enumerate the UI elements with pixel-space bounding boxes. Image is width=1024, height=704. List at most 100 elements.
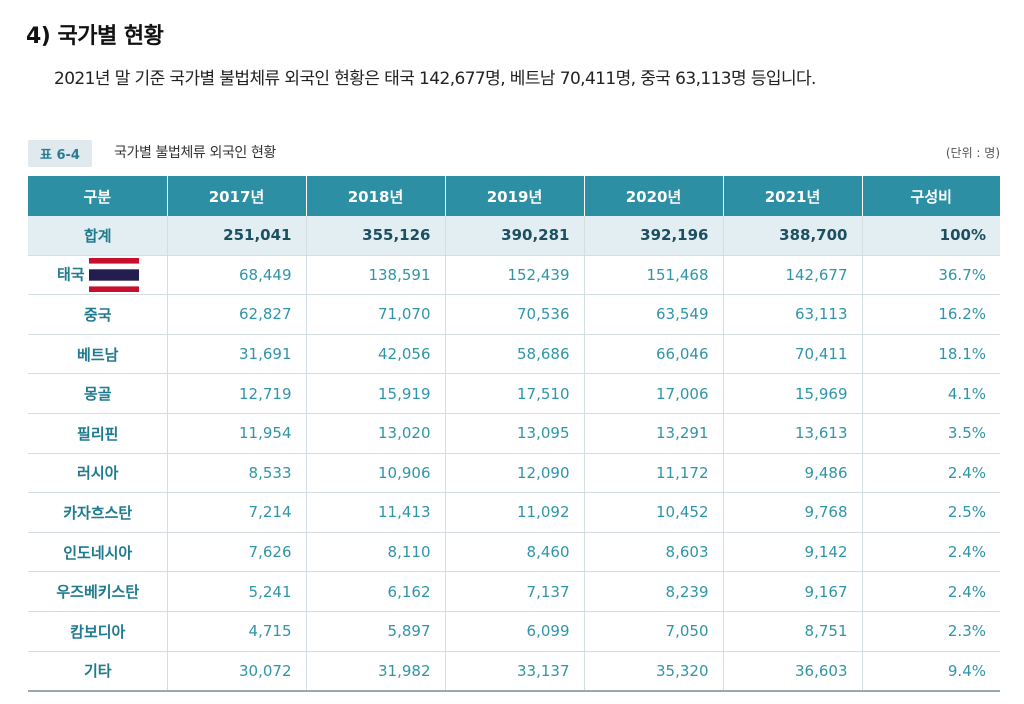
- country-name: 러시아: [28, 453, 167, 494]
- table-cell: 8,533: [166, 453, 306, 494]
- table-cell: 18.1%: [861, 334, 1000, 375]
- table-cell: 7,137: [444, 571, 584, 612]
- table-cell: 12,090: [444, 453, 584, 494]
- table-cell: 13,020: [305, 413, 445, 454]
- table-cell: 10,906: [305, 453, 445, 494]
- table-cell: 70,411: [722, 334, 862, 375]
- table-title: 국가별 불법체류 외국인 현황: [114, 145, 276, 161]
- table-row: 태국 68,449 138,591 152,439 151,468 142,677 36.…: [28, 255, 1000, 296]
- table-row: 우즈베키스탄 5,241 6,162 7,137 8,239 9,167 2.4%: [28, 571, 1000, 612]
- country-name: 기타: [28, 651, 167, 693]
- table-cell: 390,281: [444, 216, 584, 256]
- table-cell: 36,603: [722, 651, 862, 693]
- table-cell: 68,449: [166, 255, 306, 296]
- table-cell: 13,095: [444, 413, 584, 454]
- table-header-row: 구분 2017년 2018년 2019년 2020년 2021년 구성비: [28, 176, 1000, 216]
- table-cell: 6,162: [305, 571, 445, 612]
- table-cell: 392,196: [583, 216, 723, 256]
- table-cell: 31,982: [305, 651, 445, 693]
- table-cell: 2.4%: [861, 532, 1000, 573]
- country-name: 몽골: [28, 373, 167, 414]
- table-cell: 42,056: [305, 334, 445, 375]
- table-cell: 16.2%: [861, 294, 1000, 335]
- table-cell: 36.7%: [861, 255, 1000, 296]
- table-cell: 138,591: [305, 255, 445, 296]
- illegal-residents-table: 구분 2017년 2018년 2019년 2020년 2021년 구성비 합계 …: [28, 176, 1000, 693]
- total-row: 합계 251,041 355,126 390,281 392,196 388,7…: [28, 216, 1000, 256]
- table-cell: 70,536: [444, 294, 584, 335]
- header-2018: 2018년: [305, 176, 446, 216]
- table-row: 기타 30,072 31,982 33,137 35,320 36,603 9.4%: [28, 651, 1000, 693]
- table-row: 중국 62,827 71,070 70,536 63,549 63,113 16.2%: [28, 294, 1000, 335]
- country-name: 인도네시아: [28, 532, 167, 573]
- table-cell: 9,142: [722, 532, 862, 573]
- table-cell: 63,549: [583, 294, 723, 335]
- table-cell: 5,241: [166, 571, 306, 612]
- table-cell: 31,691: [166, 334, 306, 375]
- country-label: 캄보디아: [70, 622, 126, 641]
- thailand-flag-icon: [88, 257, 139, 292]
- country-label: 중국: [83, 305, 112, 324]
- table-cell: 13,291: [583, 413, 723, 454]
- table-cell: 11,413: [305, 492, 445, 533]
- table-row: 카자흐스탄 7,214 11,413 11,092 10,452 9,768 2.5%: [28, 492, 1000, 533]
- table-cell: 9,486: [722, 453, 862, 494]
- table-cell: 8,603: [583, 532, 723, 573]
- table-cell: 8,110: [305, 532, 445, 573]
- table-number-tag: 표 6-4: [28, 140, 92, 167]
- table-row: 인도네시아 7,626 8,110 8,460 8,603 9,142 2.4%: [28, 532, 1000, 573]
- country-label: 인도네시아: [63, 543, 133, 562]
- table-cell: 71,070: [305, 294, 445, 335]
- table-cell: 33,137: [444, 651, 584, 693]
- table-cell: 142,677: [722, 255, 862, 296]
- table-cell: 2.5%: [861, 492, 1000, 533]
- country-name: 필리핀: [28, 413, 167, 454]
- table-cell: 9,768: [722, 492, 862, 533]
- header-2019: 2019년: [444, 176, 585, 216]
- table-cell: 4.1%: [861, 373, 1000, 414]
- table-cell: 4,715: [166, 611, 306, 652]
- table-cell: 8,751: [722, 611, 862, 652]
- table-cell: 35,320: [583, 651, 723, 693]
- table-cell: 7,626: [166, 532, 306, 573]
- table-cell: 2.4%: [861, 571, 1000, 612]
- table-cell: 58,686: [444, 334, 584, 375]
- summary-text: 2021년 말 기준 국가별 불법체류 외국인 현황은 태국 142,677명,…: [54, 69, 816, 89]
- country-label: 러시아: [77, 464, 119, 483]
- header-share: 구성비: [861, 176, 1000, 216]
- table-cell: 62,827: [166, 294, 306, 335]
- table-cell: 151,468: [583, 255, 723, 296]
- table-row: 베트남 31,691 42,056 58,686 66,046 70,411 18.1%: [28, 334, 1000, 375]
- country-label: 필리핀: [77, 424, 119, 443]
- table-cell: 13,613: [722, 413, 862, 454]
- table-caption: 표 6-4 국가별 불법체류 외국인 현황 (단위 : 명): [28, 136, 1000, 167]
- table-cell: 10,452: [583, 492, 723, 533]
- table-cell: 5,897: [305, 611, 445, 652]
- table-cell: 66,046: [583, 334, 723, 375]
- section-title: 4) 국가별 현황: [26, 24, 164, 49]
- table-cell: 9.4%: [861, 651, 1000, 693]
- table-row: 러시아 8,533 10,906 12,090 11,172 9,486 2.4%: [28, 453, 1000, 494]
- country-label: 카자흐스탄: [63, 503, 133, 522]
- table-cell: 8,239: [583, 571, 723, 612]
- table-cell: 6,099: [444, 611, 584, 652]
- country-label: 우즈베키스탄: [56, 583, 140, 602]
- table-cell: 9,167: [722, 571, 862, 612]
- table-cell: 11,172: [583, 453, 723, 494]
- country-label: 몽골: [83, 385, 112, 404]
- country-name: 태국: [28, 255, 167, 296]
- table-cell: 3.5%: [861, 413, 1000, 454]
- table-cell: 388,700: [722, 216, 862, 256]
- table-cell: 7,214: [166, 492, 306, 533]
- table-cell: 7,050: [583, 611, 723, 652]
- table-cell: 12,719: [166, 373, 306, 414]
- unit-label: (단위 : 명): [945, 146, 1000, 160]
- table-cell: 30,072: [166, 651, 306, 693]
- table-cell: 17,006: [583, 373, 723, 414]
- country-name: 베트남: [28, 334, 167, 375]
- table-cell: 합계: [28, 216, 167, 256]
- table-cell: 15,969: [722, 373, 862, 414]
- table-cell: 251,041: [166, 216, 306, 256]
- country-name: 카자흐스탄: [28, 492, 167, 533]
- header-2020: 2020년: [583, 176, 724, 216]
